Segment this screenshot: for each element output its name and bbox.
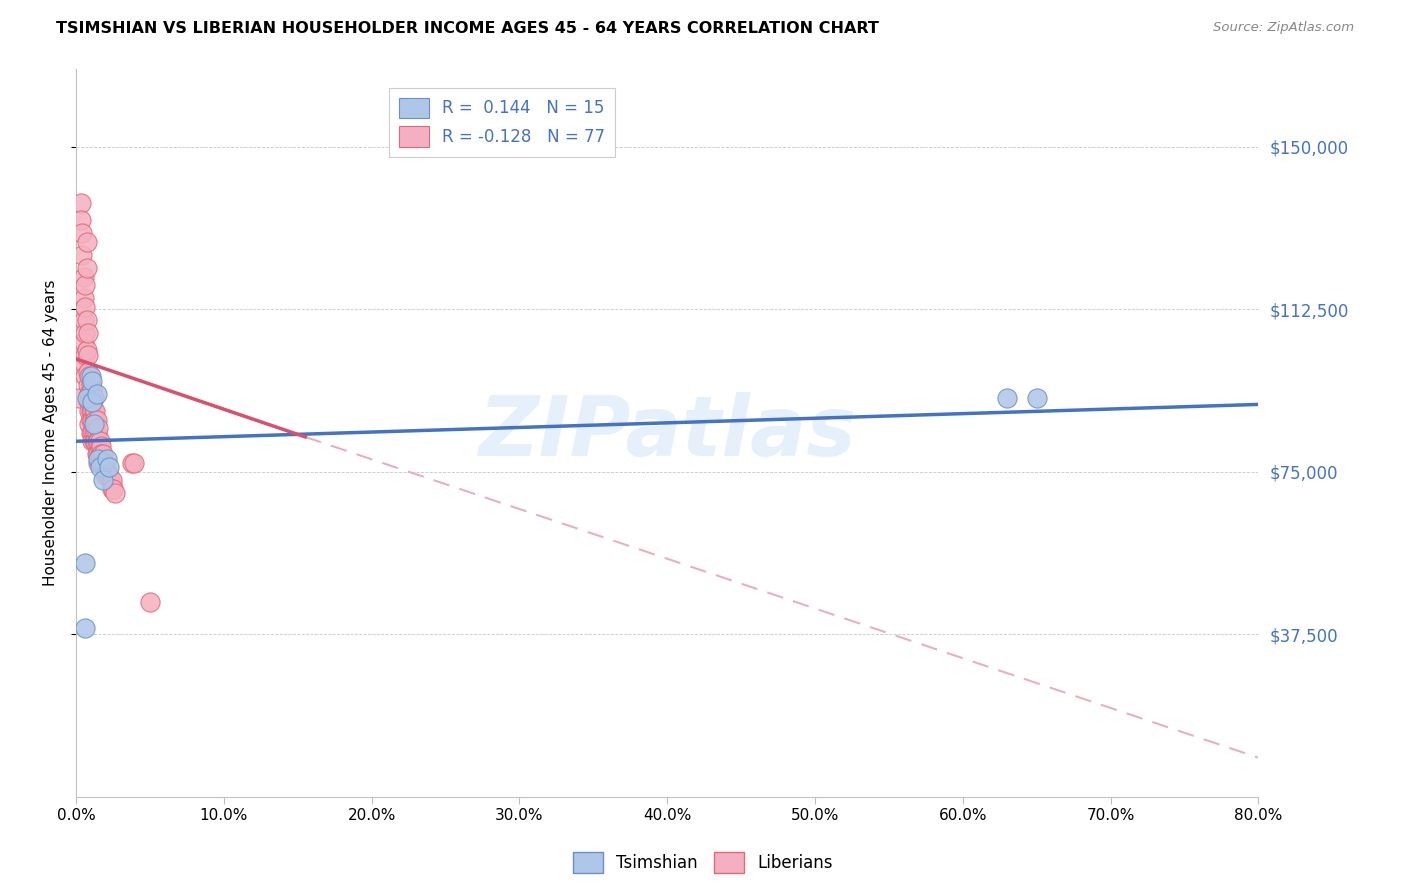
Point — [79, 417, 101, 431]
Point — [97, 460, 120, 475]
Point — [82, 412, 104, 426]
Point — [72, 269, 94, 284]
Point — [94, 469, 117, 483]
Point — [83, 425, 105, 440]
Point — [77, 326, 100, 340]
Point — [80, 404, 103, 418]
Point — [80, 425, 103, 440]
Point — [84, 434, 107, 449]
Point — [87, 456, 110, 470]
Point — [121, 456, 143, 470]
Point — [77, 378, 100, 392]
Point — [87, 434, 110, 449]
Point — [100, 473, 122, 487]
Point — [72, 334, 94, 349]
Point — [101, 482, 124, 496]
Point — [76, 343, 98, 358]
Text: TSIMSHIAN VS LIBERIAN HOUSEHOLDER INCOME AGES 45 - 64 YEARS CORRELATION CHART: TSIMSHIAN VS LIBERIAN HOUSEHOLDER INCOME… — [56, 21, 879, 36]
Point — [80, 369, 103, 384]
Point — [87, 421, 110, 435]
Point — [91, 473, 114, 487]
Point — [82, 425, 104, 440]
Point — [67, 391, 90, 405]
Point — [76, 313, 98, 327]
Point — [86, 412, 108, 426]
Point — [80, 378, 103, 392]
Point — [83, 434, 105, 449]
Point — [73, 369, 96, 384]
Point — [100, 482, 122, 496]
Point — [73, 621, 96, 635]
Point — [73, 556, 96, 570]
Point — [79, 369, 101, 384]
Point — [104, 486, 127, 500]
Point — [89, 456, 111, 470]
Point — [82, 374, 104, 388]
Point — [84, 404, 107, 418]
Point — [73, 278, 96, 293]
Point — [72, 313, 94, 327]
Point — [82, 382, 104, 396]
Point — [83, 417, 105, 431]
Point — [80, 395, 103, 409]
Point — [86, 425, 108, 440]
Point — [94, 465, 117, 479]
Point — [73, 348, 96, 362]
Point — [72, 291, 94, 305]
Point — [96, 465, 118, 479]
Point — [83, 404, 105, 418]
Point — [89, 460, 111, 475]
Legend: Tsimshian, Liberians: Tsimshian, Liberians — [567, 846, 839, 880]
Point — [89, 447, 111, 461]
Point — [82, 404, 104, 418]
Point — [77, 348, 100, 362]
Point — [77, 365, 100, 379]
Point — [139, 594, 162, 608]
Point — [90, 456, 112, 470]
Point — [84, 425, 107, 440]
Point — [93, 456, 115, 470]
Legend: R =  0.144   N = 15, R = -0.128   N = 77: R = 0.144 N = 15, R = -0.128 N = 77 — [388, 87, 614, 157]
Text: Source: ZipAtlas.com: Source: ZipAtlas.com — [1213, 21, 1354, 34]
Point — [82, 395, 104, 409]
Point — [73, 326, 96, 340]
Point — [76, 260, 98, 275]
Point — [86, 447, 108, 461]
Point — [83, 391, 105, 405]
Point — [91, 456, 114, 470]
Point — [82, 395, 104, 409]
Point — [80, 412, 103, 426]
Point — [76, 391, 98, 405]
Point — [91, 447, 114, 461]
Point — [86, 434, 108, 449]
Point — [84, 412, 107, 426]
Point — [100, 477, 122, 491]
Point — [69, 195, 91, 210]
Point — [90, 439, 112, 453]
Point — [73, 300, 96, 314]
Point — [122, 456, 145, 470]
Point — [72, 356, 94, 370]
Point — [87, 447, 110, 461]
Point — [1025, 391, 1047, 405]
Point — [96, 451, 118, 466]
Y-axis label: Householder Income Ages 45 - 64 years: Householder Income Ages 45 - 64 years — [44, 279, 58, 586]
Point — [90, 447, 112, 461]
Text: ZIPatlas: ZIPatlas — [478, 392, 856, 473]
Point — [86, 386, 108, 401]
Point — [97, 469, 120, 483]
Point — [83, 412, 105, 426]
Point — [69, 213, 91, 227]
Point — [995, 391, 1018, 405]
Point — [70, 248, 93, 262]
Point — [89, 434, 111, 449]
Point — [87, 451, 110, 466]
Point — [82, 434, 104, 449]
Point — [70, 226, 93, 240]
Point — [79, 395, 101, 409]
Point — [79, 404, 101, 418]
Point — [79, 386, 101, 401]
Point — [76, 235, 98, 249]
